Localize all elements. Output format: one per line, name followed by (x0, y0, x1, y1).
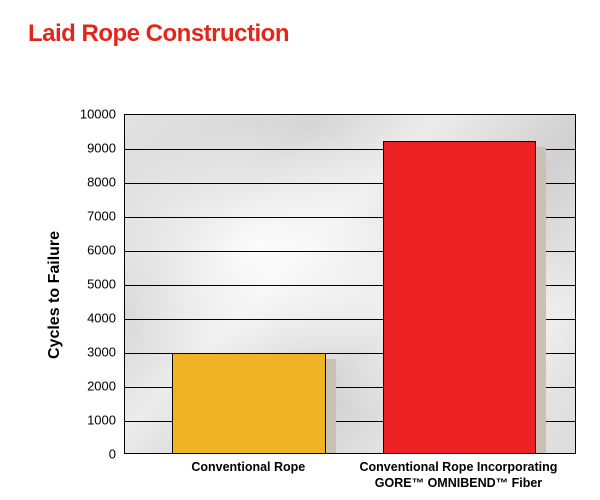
ytick-label: 8000 (28, 175, 116, 190)
x-axis-label: Conventional Rope (133, 460, 363, 476)
chart-container: Laid Rope Construction Cycles to Failure… (0, 0, 600, 500)
chart-title: Laid Rope Construction (28, 20, 572, 48)
plot-area (124, 114, 576, 454)
ytick-label: 4000 (28, 311, 116, 326)
bar (383, 141, 537, 455)
ytick-label: 0 (28, 447, 116, 462)
ytick-label: 1000 (28, 413, 116, 428)
ytick-label: 10000 (28, 107, 116, 122)
ytick-label: 7000 (28, 209, 116, 224)
ytick-label: 6000 (28, 243, 116, 258)
ytick-label: 3000 (28, 345, 116, 360)
ytick-label: 5000 (28, 277, 116, 292)
ytick-label: 9000 (28, 141, 116, 156)
ytick-label: 2000 (28, 379, 116, 394)
x-axis-label: Conventional Rope IncorporatingGORE™ OMN… (343, 460, 573, 491)
bar (172, 353, 326, 454)
